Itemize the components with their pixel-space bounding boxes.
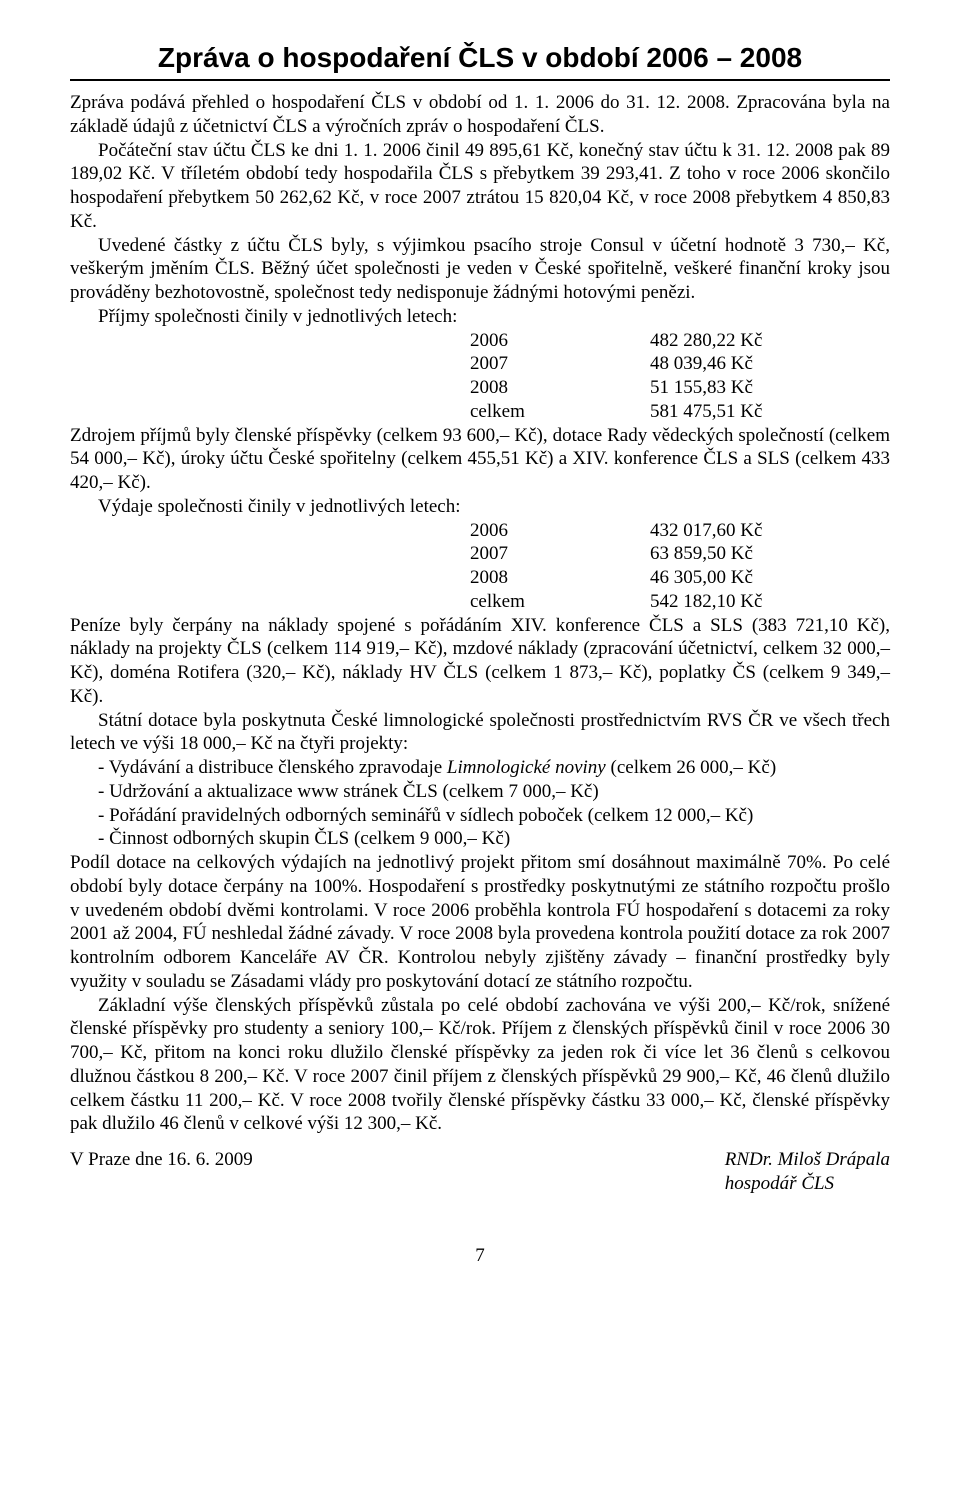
table-cell: 542 182,10 Kč — [650, 590, 850, 614]
body-paragraph: Zpráva podává přehled o hospodaření ČLS … — [70, 91, 890, 139]
list-item: - Vydávání a distribuce členského zpravo… — [70, 756, 890, 780]
body-paragraph: Zdrojem příjmů byly členské příspěvky (c… — [70, 424, 890, 495]
table-cell: celkem — [470, 590, 650, 614]
table-row: 2008 46 305,00 Kč — [470, 566, 850, 590]
signature-block: V Praze dne 16. 6. 2009 RNDr. Miloš Dráp… — [70, 1148, 890, 1196]
expense-table: 2006 432 017,60 Kč 2007 63 859,50 Kč 200… — [470, 519, 850, 614]
table-row: 2006 432 017,60 Kč — [470, 519, 850, 543]
body-paragraph: Uvedené částky z účtu ČLS byly, s výjimk… — [70, 234, 890, 305]
body-paragraph: Státní dotace byla poskytnuta České limn… — [70, 709, 890, 757]
signature-role: hospodář ČLS — [725, 1172, 890, 1196]
signature-name: RNDr. Miloš Drápala — [725, 1148, 890, 1172]
table-row: 2007 48 039,46 Kč — [470, 352, 850, 376]
table-row: 2008 51 155,83 Kč — [470, 376, 850, 400]
list-item: - Udržování a aktualizace www stránek ČL… — [70, 780, 890, 804]
list-item-text: (celkem 26 000,– Kč) — [606, 757, 776, 778]
body-paragraph: Základní výše členských příspěvků zůstal… — [70, 994, 890, 1137]
page-title: Zpráva o hospodaření ČLS v období 2006 –… — [70, 40, 890, 81]
body-paragraph: Peníze byly čerpány na náklady spojené s… — [70, 614, 890, 709]
table-row: 2006 482 280,22 Kč — [470, 329, 850, 353]
table-cell: 581 475,51 Kč — [650, 400, 850, 424]
list-item: - Pořádání pravidelných odborných seminá… — [70, 804, 890, 828]
table-cell: 2006 — [470, 329, 650, 353]
document-page: Zpráva o hospodaření ČLS v období 2006 –… — [0, 0, 960, 1297]
table-cell: 2007 — [470, 352, 650, 376]
table-cell: 2008 — [470, 566, 650, 590]
table-cell: 46 305,00 Kč — [650, 566, 850, 590]
list-item: - Činnost odborných skupin ČLS (celkem 9… — [70, 827, 890, 851]
body-paragraph: Počáteční stav účtu ČLS ke dni 1. 1. 200… — [70, 139, 890, 234]
income-intro: Příjmy společnosti činily v jednotlivých… — [70, 305, 890, 329]
signature-right: RNDr. Miloš Drápala hospodář ČLS — [725, 1148, 890, 1196]
table-cell: 482 280,22 Kč — [650, 329, 850, 353]
table-cell: 51 155,83 Kč — [650, 376, 850, 400]
table-row: 2007 63 859,50 Kč — [470, 542, 850, 566]
income-table: 2006 482 280,22 Kč 2007 48 039,46 Kč 200… — [470, 329, 850, 424]
table-cell: 63 859,50 Kč — [650, 542, 850, 566]
table-cell: 2007 — [470, 542, 650, 566]
table-cell: 2006 — [470, 519, 650, 543]
table-row: celkem 581 475,51 Kč — [470, 400, 850, 424]
table-cell: 432 017,60 Kč — [650, 519, 850, 543]
signature-place-date: V Praze dne 16. 6. 2009 — [70, 1148, 253, 1172]
expense-intro: Výdaje společnosti činily v jednotlivých… — [70, 495, 890, 519]
body-paragraph: Podíl dotace na celkových výdajích na je… — [70, 851, 890, 994]
table-cell: 48 039,46 Kč — [650, 352, 850, 376]
page-number: 7 — [70, 1244, 890, 1268]
list-item-text: - Vydávání a distribuce členského zpravo… — [98, 757, 447, 778]
table-cell: celkem — [470, 400, 650, 424]
table-row: celkem 542 182,10 Kč — [470, 590, 850, 614]
table-cell: 2008 — [470, 376, 650, 400]
italic-title: Limnologické noviny — [447, 757, 606, 778]
